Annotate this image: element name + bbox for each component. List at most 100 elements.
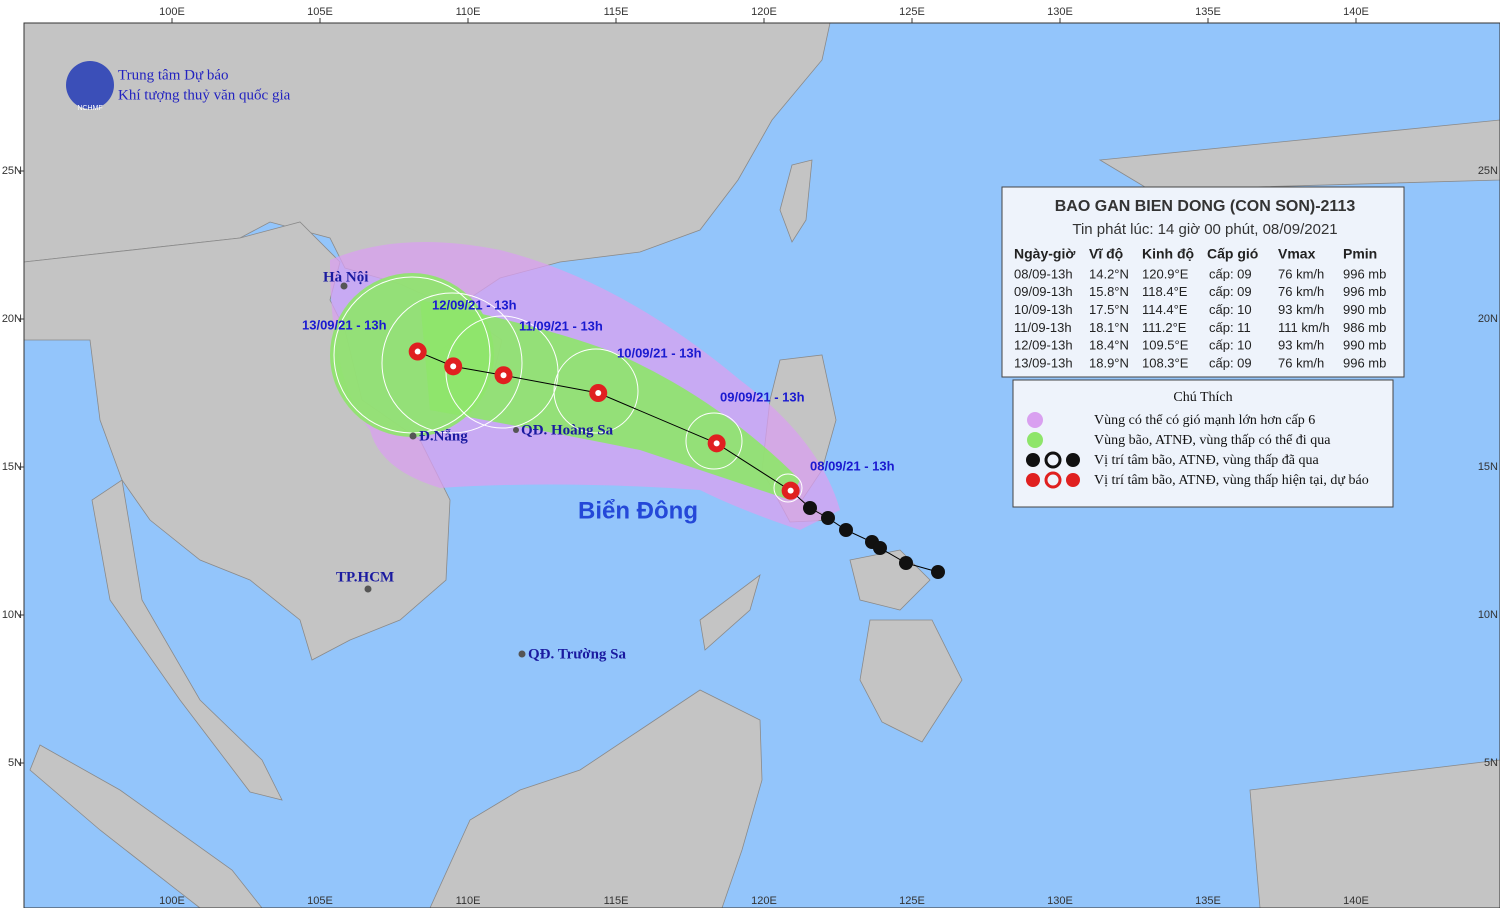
track-label: 11/09/21 - 13h <box>519 318 603 333</box>
table-cell: 996 mb <box>1343 355 1386 370</box>
lat-label: 20N <box>2 313 22 325</box>
org-name: Khí tượng thuỷ văn quốc gia <box>118 87 291 103</box>
table-cell: 111 km/h <box>1278 320 1330 335</box>
lon-label: 125E <box>899 895 925 907</box>
past-positions <box>803 501 945 579</box>
lat-label: 15N <box>2 461 22 473</box>
table-cell: cấp: 10 <box>1209 338 1252 353</box>
land <box>23 22 1500 908</box>
lon-label: 120E <box>751 895 777 907</box>
table-cell: 76 km/h <box>1278 284 1324 299</box>
lon-label: 110E <box>456 6 481 18</box>
table-cell: cấp: 09 <box>1209 266 1252 281</box>
table-cell: 15.8°N <box>1089 284 1129 299</box>
logo <box>66 61 114 109</box>
storm-eye <box>414 348 421 355</box>
table-cell: cấp: 09 <box>1209 355 1252 370</box>
place-label: TP.HCM <box>336 569 394 585</box>
lat-label: 5N <box>8 757 22 769</box>
storm-eye <box>787 487 794 494</box>
lon-label: 105E <box>307 6 333 18</box>
track-label: 12/09/21 - 13h <box>432 297 517 312</box>
table-cell: 11/09-13h <box>1014 320 1072 335</box>
lon-label: 115E <box>604 895 629 907</box>
lat-label: 10N <box>1478 609 1498 621</box>
lon-label: 130E <box>1047 6 1073 18</box>
lat-label: 25N <box>1478 165 1498 177</box>
track-label: 10/09/21 - 13h <box>617 345 702 360</box>
lon-label: 100E <box>159 6 185 18</box>
lon-label: 110E <box>456 895 481 907</box>
table-cell: 17.5°N <box>1089 302 1129 317</box>
table-cell: 93 km/h <box>1278 338 1324 353</box>
lon-label: 100E <box>159 895 185 907</box>
wind-zones <box>330 242 840 530</box>
table-cell: 08/09-13h <box>1014 266 1073 281</box>
bulletin-issued: Tin phát lúc: 14 giờ 00 phút, 08/09/2021 <box>1072 221 1337 238</box>
lon-label: 140E <box>1343 895 1369 907</box>
table-header: Vmax <box>1278 246 1316 262</box>
table-header: Vĩ độ <box>1089 246 1123 262</box>
table-cell: 18.1°N <box>1089 320 1129 335</box>
table-cell: 118.4°E <box>1142 284 1188 299</box>
table-header: Cấp gió <box>1207 246 1258 262</box>
table-cell: cấp: 10 <box>1209 302 1252 317</box>
table-cell: 18.9°N <box>1089 355 1129 370</box>
table-cell: 14.2°N <box>1089 266 1129 281</box>
legend-swatch <box>1027 432 1043 448</box>
table-cell: 76 km/h <box>1278 266 1324 281</box>
table-cell: 996 mb <box>1343 284 1386 299</box>
lat-label: 10N <box>2 609 22 621</box>
track-label: 13/09/21 - 13h <box>302 317 387 332</box>
org-name: Trung tâm Dự báo <box>118 67 229 83</box>
legend-title: Chú Thích <box>1173 390 1232 405</box>
legend-item: Vị trí tâm bão, ATNĐ, vùng thấp đã qua <box>1094 453 1320 468</box>
lon-label: 125E <box>899 6 925 18</box>
storm-eye <box>450 363 457 370</box>
table-cell: 12/09-13h <box>1014 338 1073 353</box>
storm-eye <box>500 372 507 379</box>
sea-label: Biển Đông <box>578 497 698 524</box>
table-cell: cấp: 11 <box>1209 320 1251 335</box>
lon-label: 140E <box>1343 6 1369 18</box>
lon-label: 135E <box>1195 6 1221 18</box>
table-cell: 09/09-13h <box>1014 284 1073 299</box>
lon-label: 135E <box>1195 895 1221 907</box>
table-cell: 108.3°E <box>1142 355 1189 370</box>
place-label: QĐ. Trường Sa <box>528 646 627 662</box>
lat-label: 20N <box>1478 313 1498 325</box>
track-label: 08/09/21 - 13h <box>810 458 895 473</box>
storm-eye <box>595 390 602 396</box>
legend-item: Vùng bão, ATNĐ, vùng thấp có thể đi qua <box>1094 433 1331 448</box>
map-frame <box>23 22 1500 908</box>
place-dot <box>340 282 348 290</box>
table-cell: 18.4°N <box>1089 338 1129 353</box>
table-header: Pmin <box>1343 246 1377 262</box>
lon-label: 105E <box>307 895 333 907</box>
lon-label: 130E <box>1047 895 1073 907</box>
bulletin-table: Ngày-giờ Vĩ độ Kinh độ Cấp gió Vmax Pmin 08/09… <box>1014 246 1386 371</box>
lat-label: 25N <box>2 165 22 177</box>
table-cell: 111.2°E <box>1142 320 1187 335</box>
table-cell: 13/09-13h <box>1014 355 1073 370</box>
table-cell: cấp: 09 <box>1209 284 1252 299</box>
table-cell: 990 mb <box>1343 302 1386 317</box>
bulletin-box <box>1001 186 1405 378</box>
storm-eye <box>713 440 720 447</box>
lon-label: 115E <box>604 6 629 18</box>
legend-item: Vùng có thể có gió mạnh lớn hơn cấp 6 <box>1094 413 1315 428</box>
forecast-track <box>408 342 800 500</box>
bulletin-title: BAO GAN BIEN DONG (CON SON)-2113 <box>1055 198 1356 215</box>
place-label: Đ.Nẵng <box>419 428 468 444</box>
lat-label: 5N <box>1484 757 1498 769</box>
legend-item: Vị trí tâm bão, ATNĐ, vùng thấp hiện tại… <box>1094 473 1369 488</box>
track-label: 09/09/21 - 13h <box>720 389 805 404</box>
table-cell: 76 km/h <box>1278 355 1324 370</box>
place-label: QĐ. Hoàng Sa <box>521 422 614 438</box>
place-dot <box>513 427 519 433</box>
table-header: Ngày-giờ <box>1014 246 1075 262</box>
legend-icons <box>1026 451 1080 489</box>
place-dot <box>518 650 526 658</box>
